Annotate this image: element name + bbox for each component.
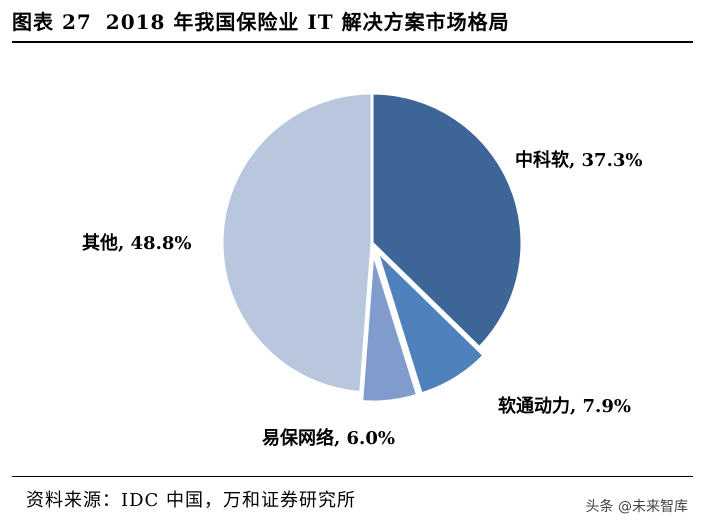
top-rule [12,41,693,43]
pie-slice-yibao [360,250,420,404]
pie-slice-other [220,91,374,395]
source-note: 资料来源：IDC 中国，万和证券研究所 [26,490,357,511]
chart-title: 2018 年我国保险业 IT 解决方案市场格局 [105,10,510,34]
figure-number: 图表 27 [12,10,92,34]
slice-label-ruantong: 软通动力, 7.9% [498,396,631,417]
slice-label-zhongkeruan: 中科软, 37.3% [515,150,643,171]
pie-slice-zhongkeruan [370,91,524,350]
pie-slice-ruantong [375,249,486,396]
bottom-rule [12,476,693,477]
watermark: 头条 @未来智库 [585,499,688,515]
slice-label-other: 其他, 48.8% [82,233,192,254]
figure-title: 图表 27 2018 年我国保险业 IT 解决方案市场格局 [12,6,510,35]
slice-label-yibao: 易保网络, 6.0% [262,428,395,449]
